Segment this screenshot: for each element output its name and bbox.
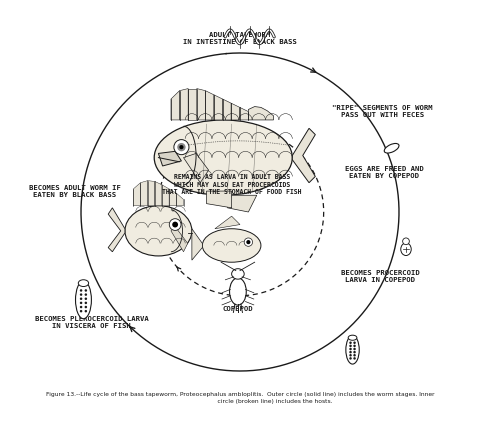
Text: "RIPE" SEGMENTS OF WORM
PASS OUT WITH FECES: "RIPE" SEGMENTS OF WORM PASS OUT WITH FE… bbox=[332, 105, 432, 118]
Polygon shape bbox=[197, 89, 205, 120]
Circle shape bbox=[180, 145, 183, 149]
Polygon shape bbox=[248, 106, 274, 120]
Circle shape bbox=[169, 219, 181, 230]
Circle shape bbox=[172, 222, 178, 228]
Circle shape bbox=[349, 351, 352, 353]
Polygon shape bbox=[228, 195, 257, 212]
Ellipse shape bbox=[75, 281, 91, 319]
Circle shape bbox=[84, 298, 87, 300]
Circle shape bbox=[244, 238, 252, 246]
Text: COPEPOD: COPEPOD bbox=[223, 306, 253, 312]
Ellipse shape bbox=[384, 143, 399, 153]
Polygon shape bbox=[169, 189, 176, 206]
Polygon shape bbox=[215, 216, 240, 229]
Text: REMAINS AS LARVA IN ADULT BASS
WHICH MAY ALSO EAT PROCERCOIDS
THAT ARE IN THE ST: REMAINS AS LARVA IN ADULT BASS WHICH MAY… bbox=[162, 174, 301, 195]
Ellipse shape bbox=[348, 335, 357, 340]
Ellipse shape bbox=[346, 336, 359, 364]
Circle shape bbox=[353, 348, 356, 350]
Ellipse shape bbox=[203, 229, 261, 262]
Polygon shape bbox=[292, 128, 315, 183]
Circle shape bbox=[84, 289, 87, 292]
Ellipse shape bbox=[78, 280, 89, 287]
Circle shape bbox=[80, 293, 83, 296]
Polygon shape bbox=[214, 95, 223, 120]
Circle shape bbox=[84, 293, 87, 296]
Ellipse shape bbox=[154, 120, 292, 195]
Polygon shape bbox=[176, 193, 183, 206]
Text: BECOMES ADULT WORM IF
EATEN BY BLACK BASS: BECOMES ADULT WORM IF EATEN BY BLACK BAS… bbox=[29, 184, 120, 198]
Polygon shape bbox=[223, 99, 231, 120]
Circle shape bbox=[246, 240, 251, 244]
Circle shape bbox=[349, 348, 352, 350]
Polygon shape bbox=[171, 91, 180, 120]
Ellipse shape bbox=[229, 278, 246, 305]
Polygon shape bbox=[141, 181, 148, 206]
Circle shape bbox=[349, 354, 352, 357]
Text: EGGS ARE FREED AND
EATEN BY COPEPOD: EGGS ARE FREED AND EATEN BY COPEPOD bbox=[345, 166, 424, 179]
Text: ADULT TAPEWORM
IN INTESTINE OF BLACK BASS: ADULT TAPEWORM IN INTESTINE OF BLACK BAS… bbox=[183, 32, 297, 45]
Circle shape bbox=[84, 306, 87, 308]
Polygon shape bbox=[205, 91, 214, 120]
Polygon shape bbox=[171, 227, 188, 252]
Circle shape bbox=[403, 238, 409, 245]
Circle shape bbox=[353, 341, 356, 344]
Circle shape bbox=[174, 139, 189, 155]
Polygon shape bbox=[108, 208, 125, 252]
Circle shape bbox=[353, 354, 356, 357]
Circle shape bbox=[353, 357, 356, 360]
Text: BECOMES PROCERCOID
LARVA IN COPEPOD: BECOMES PROCERCOID LARVA IN COPEPOD bbox=[341, 271, 420, 283]
Polygon shape bbox=[231, 103, 240, 120]
Polygon shape bbox=[183, 153, 209, 183]
Circle shape bbox=[349, 341, 352, 344]
Polygon shape bbox=[158, 151, 181, 166]
Circle shape bbox=[177, 143, 186, 151]
Circle shape bbox=[84, 301, 87, 304]
Ellipse shape bbox=[232, 269, 244, 279]
Polygon shape bbox=[206, 191, 232, 208]
Circle shape bbox=[80, 310, 83, 312]
Polygon shape bbox=[162, 185, 169, 206]
Circle shape bbox=[349, 357, 352, 360]
Circle shape bbox=[80, 301, 83, 304]
Circle shape bbox=[84, 310, 87, 312]
Text: Figure 13.--Life cycle of the bass tapeworm, Proteocephalus ambloplitis.  Outer : Figure 13.--Life cycle of the bass tapew… bbox=[46, 392, 434, 404]
Text: BECOMES PLEROCERCOID LARVA
IN VISCERA OF FISH: BECOMES PLEROCERCOID LARVA IN VISCERA OF… bbox=[35, 316, 148, 329]
Polygon shape bbox=[133, 183, 141, 206]
Polygon shape bbox=[155, 181, 162, 206]
Polygon shape bbox=[240, 107, 248, 120]
Ellipse shape bbox=[401, 243, 411, 256]
Circle shape bbox=[80, 298, 83, 300]
Circle shape bbox=[353, 351, 356, 353]
Polygon shape bbox=[192, 229, 203, 260]
Circle shape bbox=[353, 345, 356, 347]
Circle shape bbox=[349, 345, 352, 347]
Ellipse shape bbox=[125, 206, 192, 256]
Polygon shape bbox=[180, 89, 188, 120]
Polygon shape bbox=[188, 89, 197, 120]
Polygon shape bbox=[148, 181, 155, 206]
Circle shape bbox=[80, 289, 83, 292]
Circle shape bbox=[80, 306, 83, 308]
